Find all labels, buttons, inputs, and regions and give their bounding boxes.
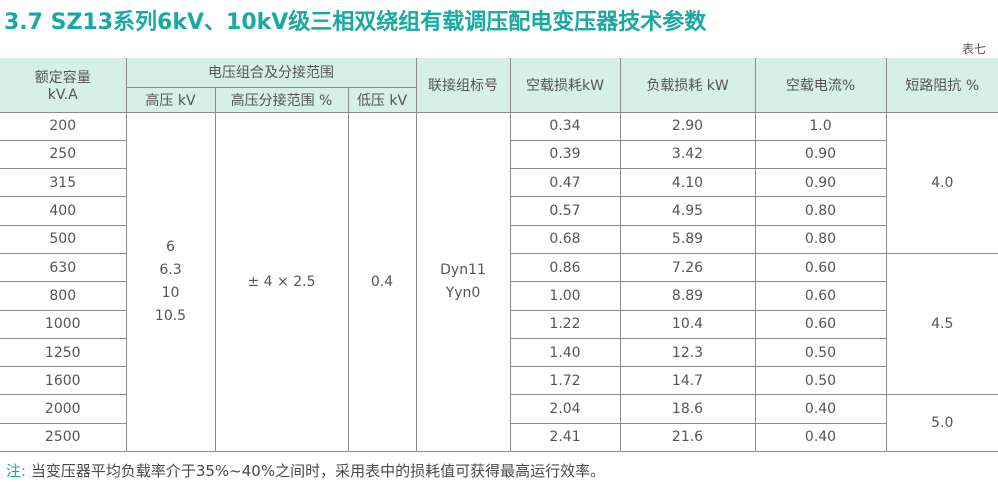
cell-no-load-loss: 0.86 [509,252,621,283]
cell-no-load-current: 0.90 [754,139,887,170]
cell-capacity: 315 [0,168,127,198]
cell-capacity: 2000 [0,394,127,424]
table-number: 表七 [961,42,986,56]
cell-capacity: 1000 [0,309,127,339]
footnote-label: 注: [6,462,27,480]
cell-load-loss: 21.6 [619,422,756,453]
header-vector-group: 联接组标号 [415,58,511,113]
cell-load-loss: 3.42 [619,139,756,170]
table-row: 1000 1.22 10.4 0.60 [0,309,998,339]
cell-no-load-current: 0.40 [754,394,887,424]
cell-no-load-loss: 2.04 [509,394,621,424]
cell-no-load-loss: 1.22 [509,309,621,339]
cell-load-loss: 14.7 [619,366,756,396]
cell-no-load-current: 0.60 [754,252,887,283]
cell-no-load-loss: 1.00 [509,281,621,311]
cell-hv-merged: 6 6.3 10 10.5 [125,111,216,453]
cell-load-loss: 10.4 [619,309,756,339]
cell-capacity: 1600 [0,366,127,396]
cell-load-loss: 12.3 [619,337,756,368]
cell-no-load-loss: 2.41 [509,422,621,453]
table-row: 400 0.57 4.95 0.80 [0,196,998,226]
cell-no-load-current: 1.0 [754,111,887,141]
table-row: 1600 1.72 14.7 0.50 [0,366,998,396]
cell-load-loss: 5.89 [619,224,756,254]
cell-impedance: 4.5 [885,252,998,396]
cell-capacity: 800 [0,281,127,311]
cell-no-load-loss: 1.40 [509,337,621,368]
cell-capacity: 500 [0,224,127,254]
table-row: 315 0.47 4.10 0.90 [0,168,998,198]
cell-capacity: 250 [0,139,127,170]
cell-impedance: 4.0 [885,111,998,254]
header-no-load-current: 空载电流% [754,58,887,113]
cell-capacity: 630 [0,252,127,283]
header-no-load-loss: 空载损耗kW [509,58,621,113]
cell-no-load-current: 0.80 [754,196,887,226]
cell-capacity: 2500 [0,422,127,453]
table-row: 2500 2.41 21.6 0.40 [0,422,998,453]
cell-load-loss: 4.10 [619,168,756,198]
table-row: 200 6 6.3 10 10.5 ± 4 × 2.5 0.4 Dyn11 Yy… [0,111,998,453]
cell-impedance: 5.0 [885,394,998,453]
cell-no-load-current: 0.50 [754,366,887,396]
cell-no-load-current: 0.80 [754,224,887,254]
page-title: 3.7 SZ13系列6kV、10kV级三相双绕组有载调压配电变压器技术参数 [4,10,707,35]
cell-load-loss: 7.26 [619,252,756,283]
cell-capacity: 200 [0,111,127,141]
cell-lv-merged: 0.4 [347,111,417,453]
header-capacity: 额定容量 kV.A [0,58,127,113]
cell-load-loss: 4.95 [619,196,756,226]
cell-load-loss: 2.90 [619,111,756,141]
header-lv: 低压 kV [347,86,417,113]
header-voltage-group: 电压组合及分接范围 [125,58,417,88]
header-load-loss: 负载损耗 kW [619,58,756,113]
cell-no-load-loss: 0.39 [509,139,621,170]
cell-no-load-current: 0.50 [754,337,887,368]
header-hv-range: 高压分接范围 % [214,86,349,113]
cell-no-load-current: 0.60 [754,309,887,339]
cell-no-load-current: 0.40 [754,422,887,453]
cell-capacity: 400 [0,196,127,226]
table-row: 500 0.68 5.89 0.80 [0,224,998,254]
header-hv: 高压 kV [126,86,216,113]
cell-vector-group-merged: Dyn11 Yyn0 [415,111,511,453]
cell-no-load-current: 0.60 [754,281,887,311]
cell-no-load-current: 0.90 [754,168,887,198]
cell-no-load-loss: 0.57 [509,196,621,226]
footnote-text: 当变压器平均负载率介于35%~40%之间时，采用表中的损耗值可获得最高运行效率。 [30,462,606,480]
cell-no-load-loss: 1.72 [509,366,621,396]
cell-no-load-loss: 0.34 [509,111,621,141]
footnote: 注: 当变压器平均负载率介于35%~40%之间时，采用表中的损耗值可获得最高运行… [6,460,605,481]
table-row: 630 0.86 7.26 0.60 4.5 [0,252,998,396]
cell-hv-range-merged: ± 4 × 2.5 [214,111,349,453]
cell-no-load-loss: 0.68 [509,224,621,254]
cell-load-loss: 8.89 [619,281,756,311]
header-impedance: 短路阻抗 % [885,58,998,113]
spec-table: 额定容量 kV.A 电压组合及分接范围 联接组标号 空载损耗kW 负载损耗 kW… [0,58,998,453]
cell-no-load-loss: 0.47 [509,168,621,198]
cell-load-loss: 18.6 [619,394,756,424]
cell-capacity: 1250 [0,337,127,368]
